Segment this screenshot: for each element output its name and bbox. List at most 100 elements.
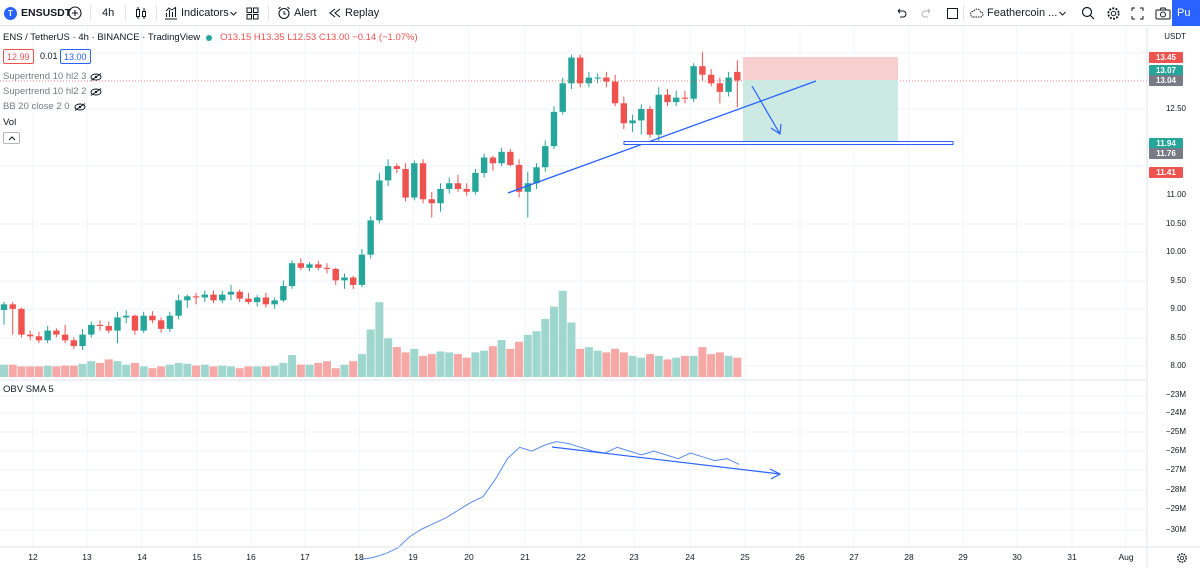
volume-bar [453, 354, 462, 377]
time-axis-label: 20 [464, 552, 474, 562]
candle-body [428, 199, 435, 204]
time-axis-label: 24 [685, 552, 695, 562]
symbol-search-button[interactable]: T ENSUSDT [4, 0, 71, 26]
candle-body [419, 163, 427, 200]
candle-body [210, 294, 217, 301]
compare-button[interactable] [68, 0, 82, 26]
candle-body [341, 277, 348, 281]
volume-bar [619, 352, 628, 377]
indicator-legend-supertrend-3[interactable]: Supertrend 10 hl2 3 [3, 71, 102, 82]
volume-bar [576, 348, 585, 377]
volume-bar [611, 348, 620, 377]
gear-icon [1107, 6, 1120, 20]
volume-bars [0, 290, 742, 377]
volume-bar [584, 347, 593, 377]
volume-bar [628, 355, 637, 377]
candle-body [480, 157, 488, 173]
indicator-label: Supertrend 10 hl2 3 [3, 71, 87, 82]
publish-button[interactable]: Pu [1172, 0, 1200, 26]
indicator-legend-supertrend-2[interactable]: Supertrend 10 hl2 2 [3, 86, 102, 97]
candle-body [192, 296, 200, 298]
candle-body [690, 66, 697, 99]
axis-settings-button[interactable] [1176, 551, 1188, 568]
indicators-dropdown[interactable] [229, 0, 238, 26]
candle-body [26, 334, 34, 337]
collapse-legend-button[interactable] [3, 132, 20, 144]
candle-body [61, 334, 69, 341]
alert-button[interactable]: Alert [277, 0, 317, 26]
volume-bar [148, 368, 157, 377]
indicators-button[interactable]: Indicators [164, 0, 229, 26]
down-arrow-drawing [751, 85, 782, 136]
candle-body [105, 326, 112, 331]
volume-bar [401, 352, 410, 377]
volume-bar [34, 366, 43, 377]
candle-body [332, 268, 339, 281]
trendline [507, 80, 817, 194]
time-axis-label: 26 [795, 552, 805, 562]
sell-price-box[interactable]: 12.99 [3, 49, 34, 64]
alert-label: Alert [294, 7, 317, 19]
fullscreen-button[interactable] [1131, 0, 1144, 26]
symbol-label: ENSUSDT [21, 7, 72, 19]
publish-label: Pu [1177, 7, 1191, 19]
volume-bar [331, 368, 340, 377]
search-button[interactable] [1081, 0, 1095, 26]
indicator-legend-bb[interactable]: BB 20 close 2 0 [3, 101, 86, 112]
indicators-icon [165, 6, 177, 20]
ask-price: 13.00 [64, 51, 87, 62]
volume-bar [436, 351, 445, 377]
obv-legend[interactable]: OBV SMA 5 [3, 384, 54, 395]
replay-button[interactable]: Replay [328, 0, 379, 26]
buy-price-box[interactable]: 13.00 [60, 49, 91, 64]
volume-bar [218, 365, 227, 377]
candle-body [131, 315, 139, 331]
volume-bar [646, 354, 655, 377]
candle-body [725, 77, 732, 92]
indicators-label: Indicators [181, 7, 229, 19]
candle-body [245, 298, 252, 303]
volume-bar [270, 365, 279, 377]
eye-off-icon[interactable] [90, 87, 102, 96]
interval-button[interactable]: 4h [102, 0, 114, 26]
volume-bar [654, 355, 663, 377]
time-axis-label: 22 [576, 552, 586, 562]
price-axis-label: 11.00 [1166, 190, 1186, 199]
volume-bar [541, 318, 550, 377]
layout-dropdown[interactable] [1058, 0, 1067, 26]
volume-bar [680, 355, 689, 377]
undo-button[interactable] [895, 0, 908, 26]
chart-canvas[interactable] [0, 27, 1200, 568]
volume-bar [663, 359, 672, 377]
volume-bar [523, 334, 532, 377]
time-axis-label: 25 [740, 552, 750, 562]
chevron-down-icon [230, 11, 237, 16]
obv-polyline [360, 441, 740, 560]
candle-body [673, 97, 680, 103]
volume-bar [471, 352, 480, 377]
candle-body [262, 297, 270, 305]
settings-button[interactable] [1106, 0, 1121, 26]
obv-divergence-arrow [551, 446, 782, 480]
replay-label: Replay [345, 7, 380, 19]
candle-body [201, 294, 208, 298]
candles-icon [136, 7, 146, 19]
candle-body [681, 97, 689, 99]
candle-body [9, 304, 16, 309]
redo-button[interactable] [920, 0, 933, 26]
eye-off-icon[interactable] [90, 72, 102, 81]
currency-label[interactable]: USDT [1164, 32, 1186, 41]
layout-name-button[interactable]: Feathercoin ... [969, 0, 1057, 26]
eye-off-icon[interactable] [74, 102, 86, 111]
candle-body [184, 296, 191, 301]
chart-legend: ENS / TetherUS · 4h · BINANCE · TradingV… [3, 32, 418, 43]
volume-bar [593, 350, 602, 377]
layouts-button[interactable] [246, 0, 259, 26]
chart-type-button[interactable] [134, 0, 148, 26]
indicator-legend-volume[interactable]: Vol [3, 117, 16, 128]
volume-bar [0, 364, 8, 377]
volume-bar [506, 348, 515, 377]
snapshot-button[interactable] [1155, 0, 1171, 26]
candle-body [350, 277, 357, 285]
fullscreen-frame-button[interactable] [946, 0, 959, 26]
